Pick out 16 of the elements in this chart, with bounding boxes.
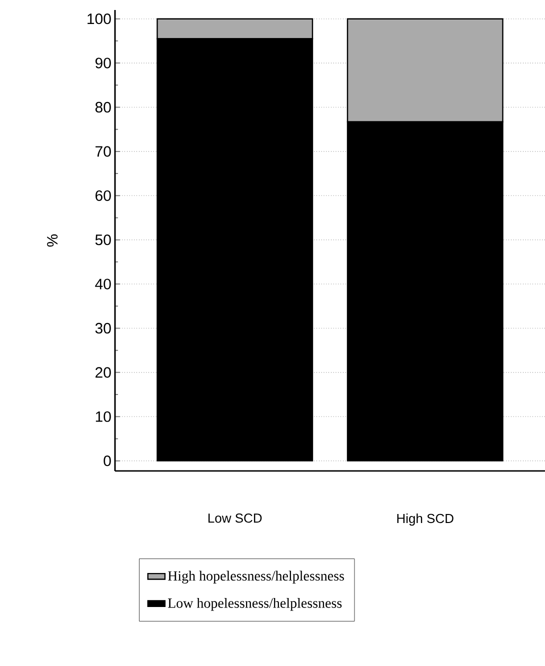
y-tick-label: 0 — [104, 456, 111, 466]
y-tick-label: 30 — [95, 322, 111, 334]
legend-label: Low hopelessness/helplessness — [168, 598, 342, 611]
y-tick-label: 80 — [95, 102, 111, 113]
x-tick-label: High SCD — [397, 514, 454, 526]
y-tick-label: 60 — [96, 190, 111, 201]
y-tick-label: 100 — [88, 14, 111, 24]
x-tick-label: Low SCD — [208, 514, 262, 523]
legend-label: High hopelessness/helplessness — [168, 570, 344, 584]
y-tick-label: 70 — [96, 146, 111, 157]
y-tick-label: 90 — [95, 58, 111, 68]
y-tick-label: 40 — [95, 278, 111, 290]
y-axis-title: % — [47, 234, 58, 247]
y-tick-label: 50 — [95, 234, 111, 246]
y-tick-label: 20 — [96, 367, 111, 378]
y-tick-label: 10 — [96, 411, 111, 422]
